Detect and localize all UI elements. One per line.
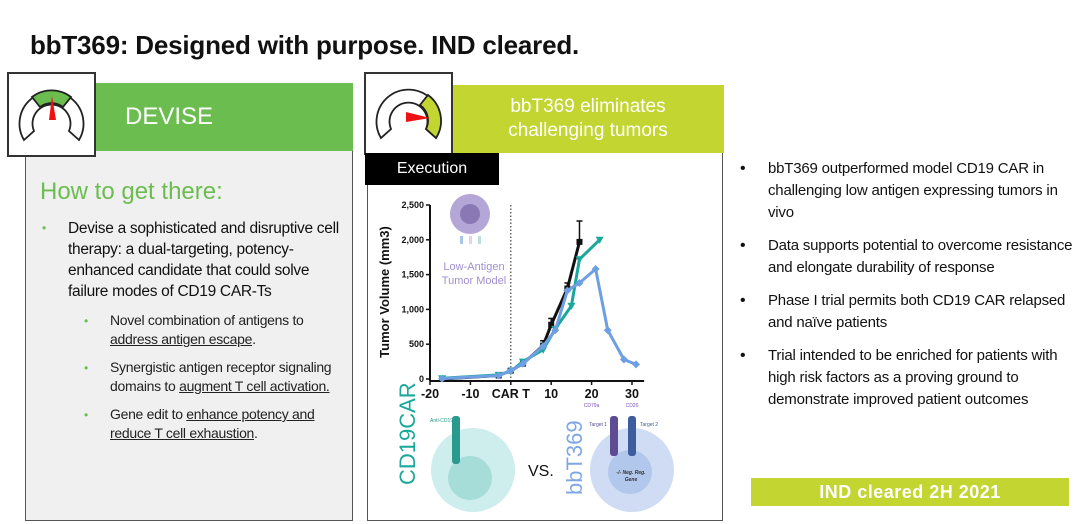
gauge-box-execution [364, 72, 453, 155]
sub-bullet-row: • Synergistic antigen receptor signaling… [40, 358, 350, 396]
cd19car-label: CD19CAR [395, 382, 420, 485]
gauge-box-devise [7, 72, 96, 157]
data-point [576, 238, 583, 245]
x-tick-label: 30 [625, 387, 639, 401]
devise-banner-label: DEVISE [125, 103, 214, 130]
x-tick-label: 20 [585, 387, 599, 401]
sub-bullet-link: enhance potency and reduce T cell exhaus… [110, 406, 315, 441]
x-tick-label: 10 [544, 387, 558, 401]
y-tick-label: 1,500 [401, 270, 424, 280]
bullet-dot: • [740, 347, 746, 364]
section-heading: How to get there: [40, 178, 223, 205]
data-point [632, 360, 641, 369]
data-point [539, 342, 548, 351]
y-tick-label: 500 [409, 339, 424, 349]
devise-banner: DEVISE [95, 83, 353, 151]
speedometer-gauge-icon [18, 89, 85, 142]
sub-bullet-link: address antigen escape [110, 331, 253, 347]
vs-label: VS. [528, 463, 554, 480]
y-tick-label: 2,000 [401, 235, 424, 245]
x-tick-label: -10 [461, 387, 479, 401]
data-point [551, 326, 560, 335]
right-bullet-row: • Trial intended to be enriched for patie… [740, 345, 1075, 411]
data-point [619, 355, 628, 364]
banner-line: bbT369 eliminates [510, 96, 666, 117]
right-bullet-row: • Phase I trial permits both CD19 CAR rel… [740, 290, 1075, 334]
right-bullet-row: • bbT369 outperformed model CD19 CAR in c… [740, 158, 1075, 224]
model-label: Low-Antigen [443, 261, 504, 273]
tumor-cell-icon [450, 194, 490, 244]
y-tick-label: 2,500 [401, 200, 424, 210]
x-tick-sublabel: CD20 [626, 403, 639, 409]
x-tick-sublabel: CD79a [584, 403, 600, 409]
y-axis-label: Tumor Volume (mm3) [377, 226, 392, 358]
data-point [567, 302, 576, 310]
model-label: Tumor Model [442, 275, 506, 287]
speedometer-gauge-icon [375, 88, 442, 140]
gene-label: -/- Neg. Reg. [616, 470, 645, 476]
data-point [506, 366, 515, 375]
data-point [591, 265, 600, 274]
data-point [603, 326, 612, 335]
sub-bullet: Gene edit to enhance potency and reduce … [110, 406, 315, 441]
right-bullet: Data supports potential to overcome resi… [768, 237, 1073, 276]
sub-bullet: Synergistic antigen receptor signaling d… [110, 359, 332, 394]
bullet-dot: • [84, 361, 89, 375]
data-point [563, 286, 572, 295]
main-bullet-row: • Devise a sophisticated and disruptive … [40, 218, 350, 302]
page-title: bbT369: Designed with purpose. IND clear… [30, 30, 580, 60]
banner-line: challenging tumors [508, 120, 668, 141]
data-point [518, 359, 527, 368]
bullet-dot: • [42, 221, 47, 235]
right-bullets: • bbT369 outperformed model CD19 CAR in c… [740, 158, 1075, 422]
sub-bullet-row: • Gene edit to enhance potency and reduc… [40, 405, 350, 443]
data-point [438, 374, 447, 383]
bullet-dot: • [84, 314, 89, 328]
right-bullet: bbT369 outperformed model CD19 CAR in ch… [768, 160, 1058, 221]
execution-banner: bbT369 eliminates challenging tumors [452, 85, 724, 153]
bullet-dot: • [740, 237, 746, 254]
right-bullet: Phase I trial permits both CD19 CAR rela… [768, 292, 1066, 331]
bullet-dot: • [740, 292, 746, 309]
target2-label: Target 2 [640, 422, 658, 428]
sub-bullet-link: augment T cell activation. [179, 378, 330, 394]
bbt369-cell-icon [590, 416, 674, 512]
execution-tag: Execution [365, 153, 499, 185]
sub-bullet: Novel combination of antigens to address… [110, 312, 304, 347]
anti-cd19-label: Anti-CD19 [430, 418, 453, 424]
main-bullet: Devise a sophisticated and disruptive ce… [68, 220, 339, 300]
y-tick-label: 0 [419, 374, 424, 384]
bullet-dot: • [740, 160, 746, 177]
ind-cleared-badge: IND cleared 2H 2021 [751, 478, 1069, 506]
bbt369-label: bbT369 [562, 420, 587, 495]
x-tick-label: CAR T [492, 387, 531, 401]
x-tick-label: -20 [421, 387, 439, 401]
right-bullet-row: • Data supports potential to overcome res… [740, 235, 1075, 279]
right-bullet: Trial intended to be enriched for patien… [768, 347, 1058, 408]
gene-label: Gene [625, 477, 638, 483]
y-tick-label: 1,000 [401, 304, 424, 314]
data-point [494, 371, 503, 380]
data-point [595, 236, 604, 244]
devise-content: How to get there: • Devise a sophisticat… [40, 178, 350, 443]
data-point [575, 278, 584, 287]
bullet-dot: • [84, 408, 89, 422]
sub-bullet-row: • Novel combination of antigens to addre… [40, 311, 350, 349]
devise-panel [25, 151, 353, 521]
data-point [575, 256, 584, 264]
target1-label: Target 1 [589, 422, 607, 428]
cd19car-cell-icon [431, 416, 515, 512]
data-point [548, 321, 555, 328]
